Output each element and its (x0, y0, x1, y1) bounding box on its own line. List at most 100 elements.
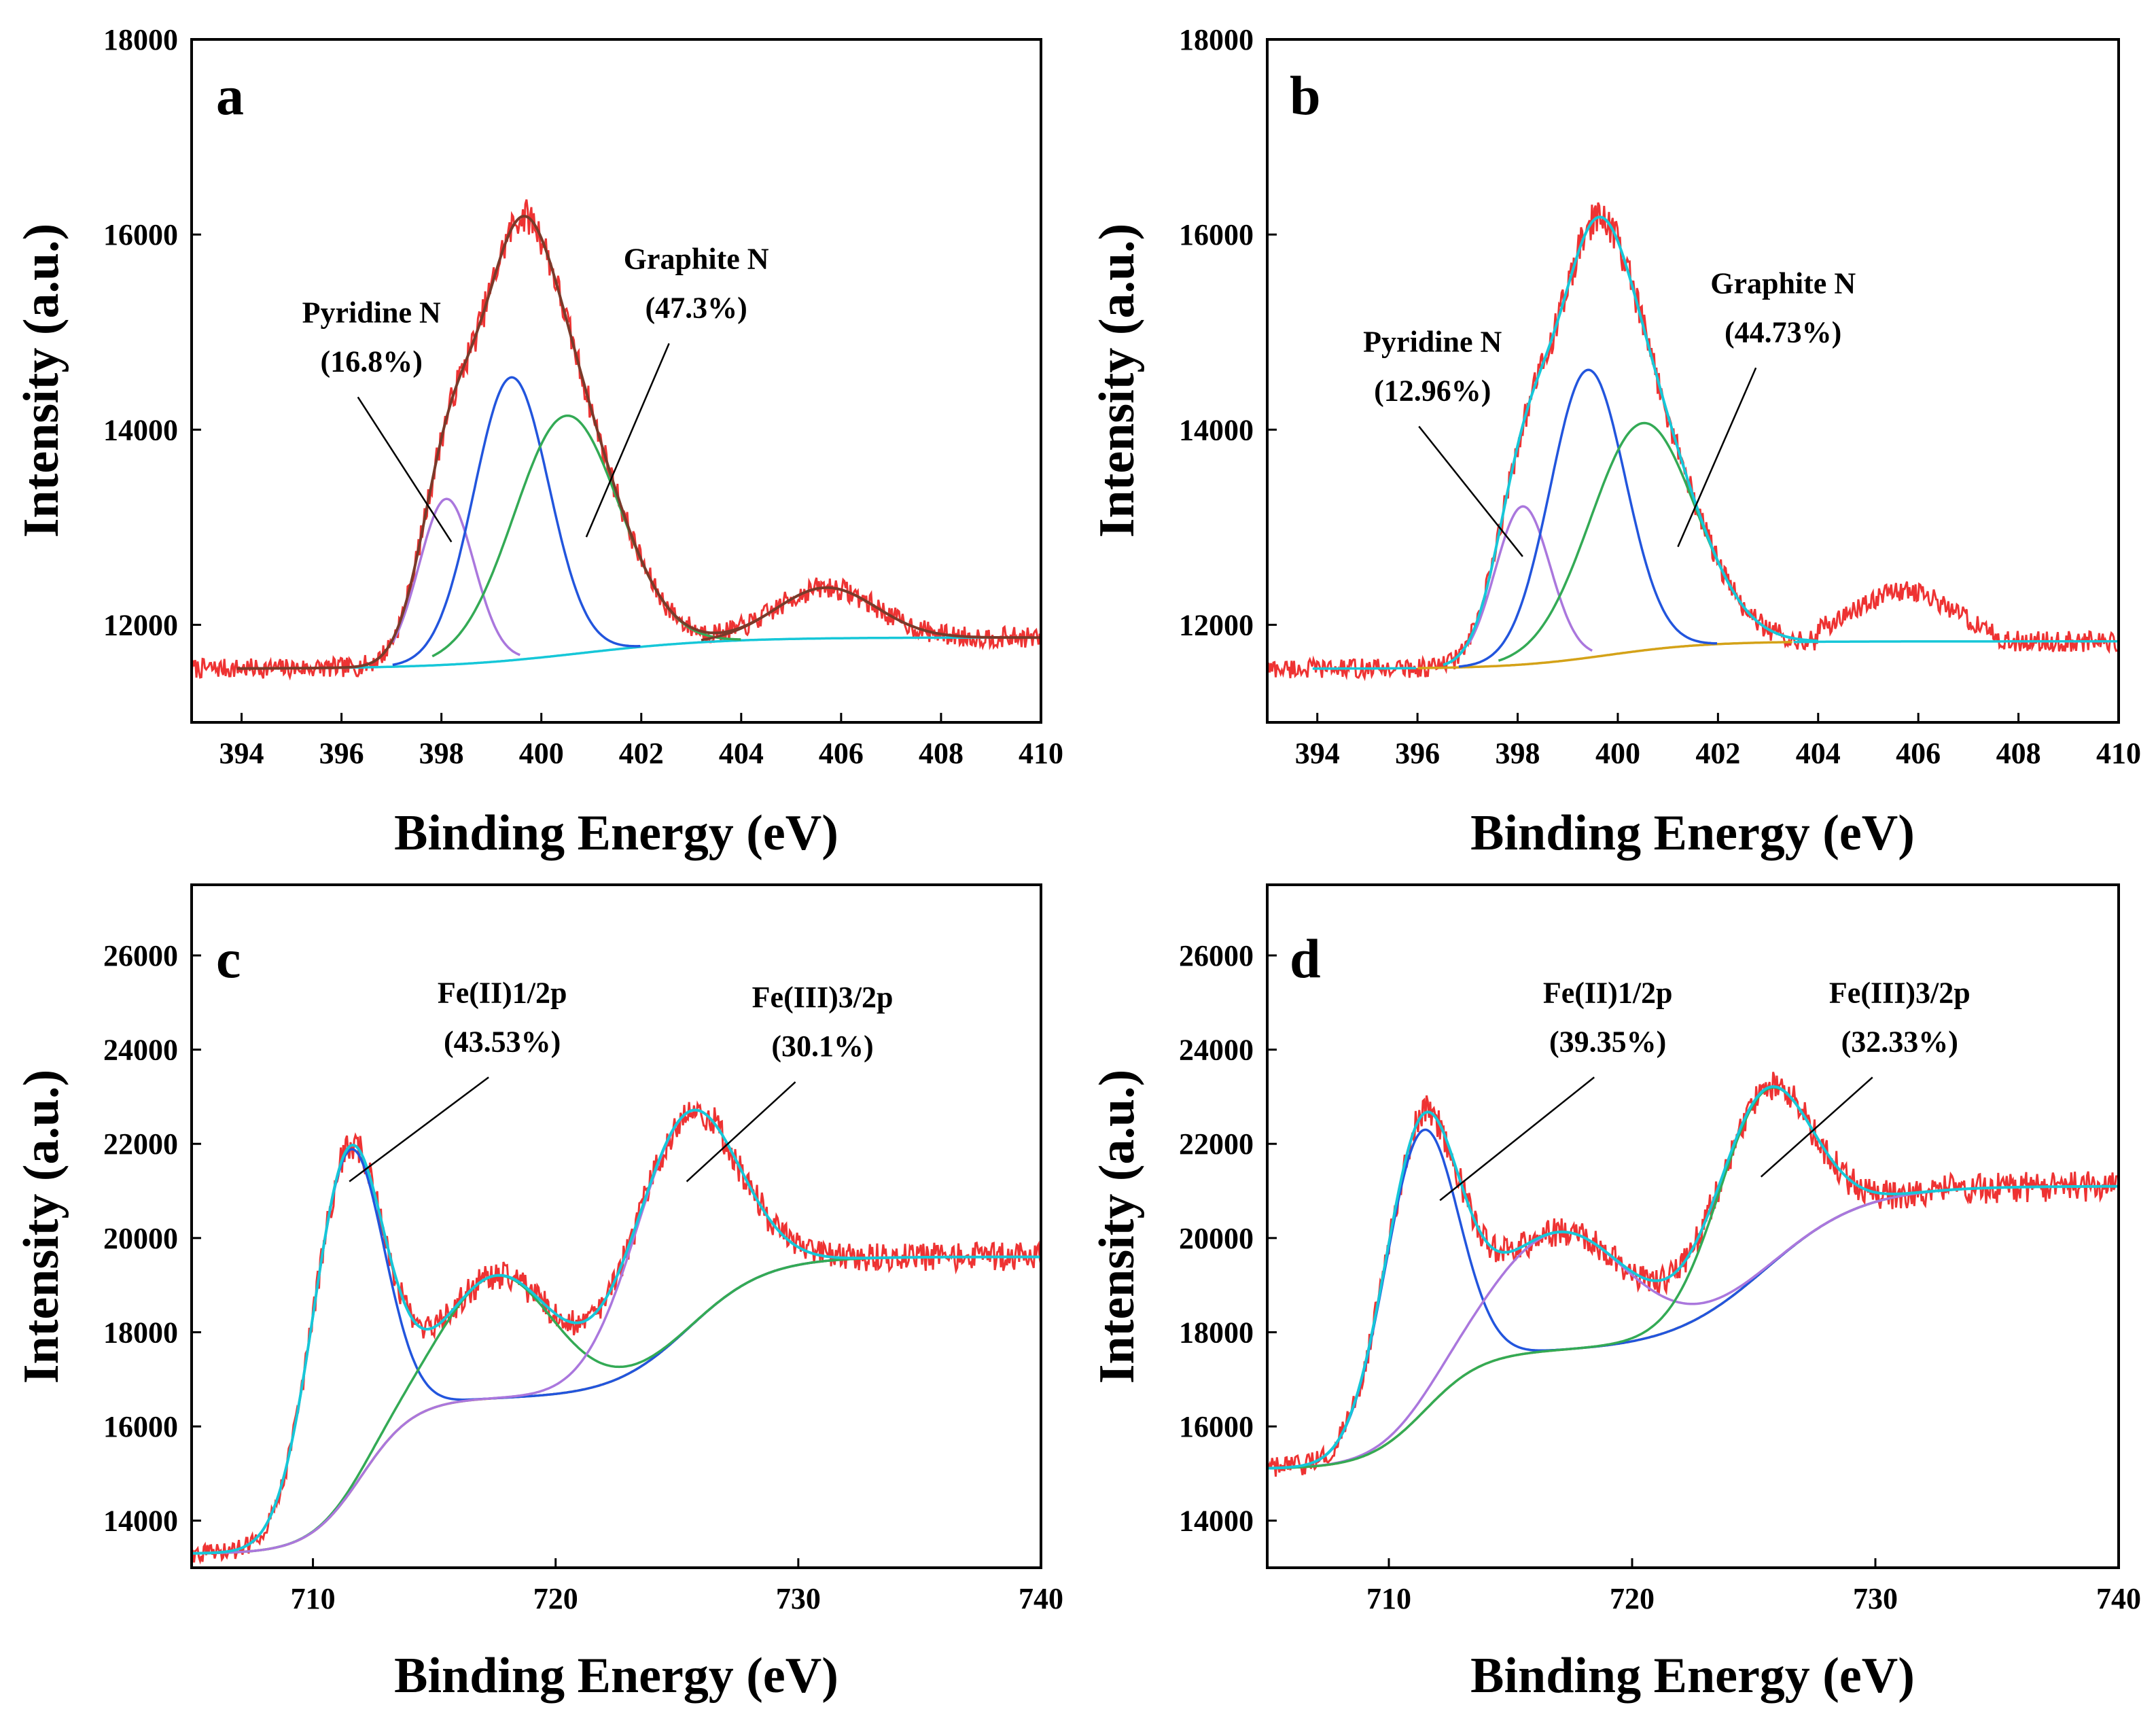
panel-a-raw-data-line (192, 199, 1041, 681)
panel-a-frame (190, 38, 1042, 724)
panel-c-annotation-fe-iii-3-2p-percent: (30.1%) (771, 1030, 873, 1063)
panel-c-annotation-fe-iii-3-2p: Fe(III)3/2p (752, 981, 894, 1014)
panel-d-x-axis-title: Binding Energy (eV) (1470, 1648, 1915, 1704)
panel-b-x-tick-label: 402 (1695, 737, 1740, 770)
panel-b-x-axis-title: Binding Energy (eV) (1470, 805, 1915, 861)
panel-d-annotation-leader-fe-iii-3-2p (1760, 1076, 1873, 1178)
panel-a-ticks: 394 396 398 400 402 404 406 408 410 12000 14000 160… (103, 23, 1063, 770)
panel-a-x-tick-label: 394 (219, 737, 264, 770)
panel-d-x-tick-label: 730 (1853, 1582, 1898, 1615)
panel-a-x-axis-title: Binding Energy (eV) (394, 805, 838, 861)
panel-d-background-line (1267, 1185, 2119, 1470)
panel-a-y-tick-label: 14000 (103, 413, 178, 446)
panel-c-annotation-fe-ii-1-2p-percent: (43.53%) (444, 1025, 561, 1058)
panel-c-y-tick-label: 16000 (103, 1410, 178, 1443)
panel-d-letter: d (1290, 928, 1321, 989)
panel-c-y-tick-label: 22000 (103, 1127, 178, 1161)
panel-c-letter: c (216, 928, 241, 989)
panel-b-x-tick-label: 400 (1595, 737, 1640, 770)
panel-b-annotation-graphite-n: Graphite N (1710, 266, 1856, 300)
panel-c-x-axis-title: Binding Energy (eV) (394, 1648, 838, 1704)
panel-d-annotation-fe-ii-1-2p-percent: (39.35%) (1549, 1025, 1666, 1058)
panel-c-peak-fe-ii- (192, 1148, 1041, 1555)
panel-b-peak-pyridine-n (1467, 505, 1593, 652)
panel-b-y-axis-title: Intensity (a.u.) (1089, 224, 1145, 538)
panel-c-background-line (192, 1255, 1041, 1555)
panel-a-y-tick-label: 16000 (103, 218, 178, 251)
panel-d-y-tick-label: 16000 (1179, 1410, 1254, 1443)
panel-d-peak-fe-iii- (1267, 1086, 2119, 1470)
panel-b-y-tick-label: 12000 (1179, 608, 1254, 642)
panel-a-annotation-leader-pyridine-n (357, 396, 453, 543)
panel-c-annotations: Fe(II)1/2p (43.53%) Fe(III)3/2p (30.1%) (349, 976, 894, 1182)
panel-c-y-tick-label: 20000 (103, 1222, 178, 1255)
panel-d-y-tick-label: 20000 (1179, 1222, 1254, 1255)
panel-c-y-tick-label: 26000 (103, 939, 178, 972)
panel-c-raw-data-line (192, 1100, 1041, 1565)
panel-d-y-axis-title: Intensity (a.u.) (1089, 1070, 1145, 1384)
panel-a-peak-pyrrole-n (392, 376, 641, 667)
panel-c-y-tick-label: 14000 (103, 1505, 178, 1538)
panel-d-annotation-fe-ii-1-2p: Fe(II)1/2p (1543, 976, 1673, 1009)
panel-b-letter: b (1290, 65, 1321, 126)
panel-c-annotation-fe-ii-1-2p: Fe(II)1/2p (438, 976, 567, 1009)
panel-a-background-line (243, 636, 1041, 670)
panel-d-plot-area (1267, 1072, 2119, 1477)
panel-b-peak-pyrrole-n (1458, 368, 1718, 668)
panel-a-fit-envelope-line (236, 215, 1041, 670)
panel-d-peak-satellite (1267, 1185, 2119, 1470)
panel-d-annotation-leader-fe-ii-1-2p (1439, 1076, 1595, 1201)
panel-a: 394 396 398 400 402 404 406 408 410 12000 14000 160… (14, 23, 1063, 861)
panel-a-x-tick-label: 406 (819, 737, 864, 770)
panel-c: 710 720 730 740 14000 16000 18000 20000 22000 240… (14, 883, 1063, 1704)
panel-b-background-line (1417, 641, 1792, 669)
panel-b-x-tick-label: 410 (2096, 737, 2141, 770)
panel-d-x-tick-label: 740 (2096, 1582, 2141, 1615)
panel-d-annotation-fe-iii-3-2p: Fe(III)3/2p (1829, 976, 1971, 1009)
panel-b-x-tick-label: 404 (1796, 737, 1841, 770)
panel-d-y-tick-label: 22000 (1179, 1127, 1254, 1161)
panel-c-frame (190, 883, 1042, 1569)
panel-a-annotations: Pyridine N (16.8%) Graphite N (47.3%) (302, 242, 769, 543)
panel-a-x-tick-label: 398 (419, 737, 464, 770)
panel-b-annotation-leader-pyridine-n (1418, 425, 1523, 557)
panel-a-peak-pyridine-n (391, 497, 520, 656)
panel-d-raw-data-line (1267, 1072, 2119, 1477)
panel-a-annotation-graphite-n-percent: (47.3%) (645, 291, 747, 324)
panel-c-peak-satellite (192, 1255, 1041, 1555)
panel-d-y-tick-label: 26000 (1179, 939, 1254, 972)
panel-d-frame (1266, 883, 2120, 1569)
panel-a-x-tick-label: 400 (519, 737, 564, 770)
panel-b-annotation-leader-graphite-n (1677, 367, 1757, 548)
panel-b-x-tick-label: 394 (1295, 737, 1340, 770)
panel-c-peak-fe-iii- (192, 1109, 1041, 1555)
panel-a-annotation-pyridine-n: Pyridine N (302, 296, 441, 329)
panel-c-annotation-leader-fe-iii-3-2p (686, 1081, 796, 1182)
panel-a-x-tick-label: 402 (619, 737, 664, 770)
panel-b-frame (1266, 38, 2120, 724)
panel-b-x-tick-label: 398 (1496, 737, 1540, 770)
panel-c-x-tick-label: 730 (776, 1582, 821, 1615)
panel-d-x-tick-label: 710 (1366, 1582, 1411, 1615)
panel-d-y-tick-label: 18000 (1179, 1316, 1254, 1349)
panel-a-x-tick-label: 408 (919, 737, 964, 770)
panel-b-y-tick-label: 16000 (1179, 218, 1254, 251)
panel-a-annotation-leader-graphite-n (585, 342, 670, 538)
panel-d-annotations: Fe(II)1/2p (39.35%) Fe(III)3/2p (32.33%) (1439, 976, 1971, 1201)
panel-c-x-tick-label: 720 (533, 1582, 578, 1615)
panel-d-x-tick-label: 720 (1610, 1582, 1655, 1615)
panel-c-y-axis-title: Intensity (a.u.) (14, 1070, 69, 1384)
panel-b-fit-envelope-line (1443, 215, 1818, 667)
panel-b-y-tick-label: 18000 (1179, 23, 1254, 56)
panel-c-ticks: 710 720 730 740 14000 16000 18000 20000 22000 240… (103, 939, 1063, 1615)
panel-a-x-tick-label: 396 (319, 737, 364, 770)
panel-a-x-tick-label: 404 (719, 737, 764, 770)
panel-d-fit-envelope-line (1267, 1085, 2119, 1470)
panel-b-annotations: Pyridine N (12.96%) Graphite N (44.73%) (1363, 266, 1856, 557)
panel-c-x-tick-label: 740 (1019, 1582, 1063, 1615)
panel-d-ticks: 710 720 730 740 14000 16000 18000 20000 22000 240… (1179, 939, 2141, 1615)
panel-a-letter: a (216, 65, 244, 126)
panel-d-annotation-fe-iii-3-2p-percent: (32.33%) (1841, 1025, 1958, 1058)
panel-b-ticks: 394 396 398 400 402 404 406 408 410 12000 14000 160… (1179, 23, 2141, 770)
